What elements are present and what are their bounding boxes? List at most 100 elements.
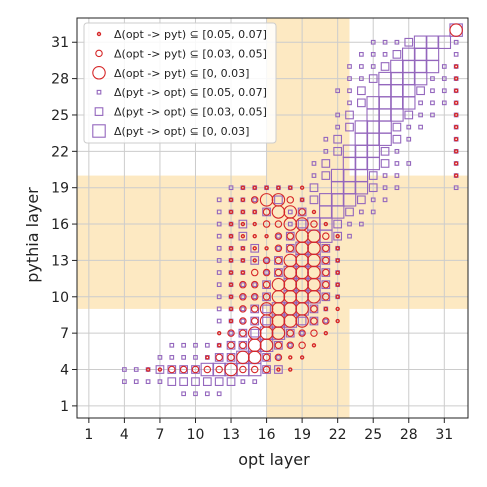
data-point-square — [167, 365, 177, 374]
data-point-square — [321, 280, 331, 290]
data-point-circle — [262, 353, 271, 362]
data-point-square — [274, 340, 283, 350]
data-point-square — [382, 197, 388, 203]
data-point-square — [287, 221, 293, 227]
data-point-circle — [335, 233, 340, 239]
data-point-square — [262, 280, 271, 290]
data-point-square — [430, 88, 435, 94]
data-point-square — [309, 183, 319, 193]
data-point-square — [262, 316, 271, 326]
data-point-square — [250, 316, 260, 326]
data-point-circle — [215, 353, 223, 362]
data-point-circle — [311, 209, 317, 215]
data-point-square — [216, 233, 222, 239]
data-point-square — [157, 379, 163, 384]
x-tick-label: 22 — [329, 427, 347, 443]
data-point-circle — [274, 341, 283, 350]
data-point-circle — [191, 365, 200, 374]
data-point-circle — [264, 185, 269, 190]
data-point-square — [216, 245, 222, 251]
data-point-square — [359, 76, 364, 81]
x-tick-label: 10 — [187, 427, 205, 443]
data-point-circle — [240, 209, 246, 215]
data-point-square — [430, 100, 435, 106]
data-point-square — [309, 316, 319, 326]
data-point-circle — [250, 293, 259, 301]
data-point-square — [169, 355, 175, 360]
data-point-square — [359, 209, 364, 215]
data-point-circle — [288, 355, 293, 360]
data-point-square — [262, 304, 271, 314]
data-point-square — [274, 195, 283, 205]
data-point-square — [418, 100, 423, 106]
data-point-square — [359, 52, 364, 57]
data-point-square — [441, 100, 447, 106]
data-point-square — [390, 59, 404, 74]
data-point-circle — [286, 244, 295, 253]
data-point-square — [181, 391, 186, 397]
data-point-square — [357, 98, 366, 108]
data-point-circle — [264, 246, 269, 251]
data-point-circle — [323, 330, 329, 336]
data-point-circle — [288, 185, 293, 190]
y-tick-label: 1 — [60, 399, 69, 415]
data-point-square — [216, 306, 222, 312]
data-point-square — [179, 365, 188, 374]
data-point-circle — [298, 329, 306, 337]
data-point-square — [413, 47, 428, 62]
x-tick-label: 28 — [400, 427, 418, 443]
data-point-square — [252, 379, 258, 384]
data-point-circle — [299, 355, 305, 360]
data-point-square — [252, 294, 258, 300]
data-point-square — [404, 37, 414, 47]
data-point-circle — [274, 256, 283, 265]
data-point-circle — [323, 306, 329, 312]
x-tick-label: 31 — [435, 427, 453, 443]
data-point-circle — [335, 306, 340, 312]
data-point-square — [216, 294, 222, 300]
data-point-circle — [228, 270, 234, 275]
data-point-square — [335, 112, 341, 118]
data-point-circle — [449, 23, 463, 37]
data-point-square — [382, 52, 388, 57]
data-point-circle — [322, 232, 330, 240]
data-point-square — [276, 233, 281, 239]
legend-label: Δ(pyt -> opt) ⊆ [0.03, 0.05] — [114, 106, 267, 119]
data-point-square — [345, 207, 354, 217]
data-point-square — [342, 193, 357, 207]
data-point-square — [333, 146, 343, 156]
data-point-square — [394, 39, 400, 45]
legend-marker — [94, 107, 104, 116]
data-point-square — [354, 120, 369, 134]
data-point-square — [252, 282, 258, 288]
data-point-square — [299, 330, 305, 336]
data-point-circle — [203, 365, 212, 374]
data-point-square — [193, 391, 198, 397]
data-point-square — [274, 256, 283, 265]
data-point-square — [262, 353, 271, 362]
data-point-square — [394, 173, 400, 178]
data-point-circle — [453, 149, 459, 154]
legend-marker — [96, 31, 102, 37]
y-tick-label: 28 — [51, 72, 69, 88]
data-point-circle — [286, 196, 295, 204]
data-point-square — [402, 96, 416, 110]
data-point-circle — [310, 329, 318, 337]
data-point-square — [333, 134, 343, 144]
data-point-square — [390, 83, 404, 98]
data-point-circle — [239, 365, 247, 374]
data-point-square — [238, 231, 248, 241]
data-point-square — [297, 316, 307, 326]
data-point-square — [333, 231, 343, 241]
data-point-square — [368, 74, 378, 83]
data-point-square — [425, 59, 440, 74]
x-tick-label: 19 — [293, 427, 311, 443]
data-point-square — [167, 377, 177, 386]
data-point-square — [133, 379, 139, 384]
data-point-square — [276, 355, 281, 360]
data-point-circle — [236, 350, 250, 365]
data-point-circle — [179, 365, 188, 374]
data-point-square — [359, 64, 364, 69]
data-point-circle — [295, 314, 309, 328]
data-point-square — [264, 258, 269, 263]
